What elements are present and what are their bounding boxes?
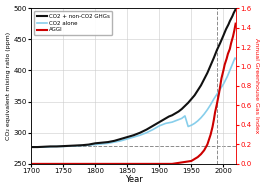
AGGI [229,42,233,44]
AGGI [228,48,231,50]
CO2 + non-CO2 GHGs [235,7,238,9]
CO2 + non-CO2 GHGs [29,146,33,148]
CO2 alone [232,60,235,62]
Line: CO2 alone: CO2 alone [31,58,236,147]
AGGI [211,126,214,128]
AGGI [206,143,209,146]
AGGI [199,153,202,155]
AGGI [219,85,222,87]
AGGI [158,163,161,165]
AGGI [190,160,193,162]
CO2 alone [126,138,129,140]
X-axis label: Year: Year [125,175,143,184]
AGGI [226,53,229,55]
AGGI [217,93,220,95]
CO2 alone [100,143,103,145]
AGGI [142,163,145,165]
Line: AGGI: AGGI [31,24,236,164]
AGGI [202,149,206,151]
AGGI [212,119,215,121]
AGGI [183,161,187,163]
AGGI [220,77,223,79]
CO2 + non-CO2 GHGs [132,134,135,136]
AGGI [231,35,235,37]
AGGI [215,102,219,105]
AGGI [222,69,225,71]
CO2 + non-CO2 GHGs [209,64,212,66]
AGGI [61,163,65,165]
Legend: CO2 + non-CO2 GHGs, CO2 alone, AGGI: CO2 + non-CO2 GHGs, CO2 alone, AGGI [34,11,112,35]
AGGI [225,58,228,60]
AGGI [233,29,236,32]
CO2 alone [132,136,135,138]
AGGI [196,156,199,158]
Y-axis label: CO₂ equivalent mixing ratio (ppm): CO₂ equivalent mixing ratio (ppm) [6,32,11,140]
CO2 alone [235,58,238,60]
AGGI [223,63,226,66]
CO2 + non-CO2 GHGs [233,10,237,12]
CO2 alone [209,104,212,106]
AGGI [126,163,129,165]
AGGI [177,162,180,164]
CO2 + non-CO2 GHGs [199,84,202,86]
AGGI [94,163,97,165]
AGGI [209,134,212,136]
AGGI [193,158,196,160]
AGGI [214,111,217,113]
CO2 alone [199,117,202,119]
CO2 + non-CO2 GHGs [126,136,129,138]
AGGI [29,163,33,165]
CO2 alone [233,57,237,59]
AGGI [234,22,237,25]
Line: CO2 + non-CO2 GHGs: CO2 + non-CO2 GHGs [31,8,236,147]
CO2 alone [29,146,33,148]
Y-axis label: Annual Greenhouse Gas Index: Annual Greenhouse Gas Index [254,38,259,134]
AGGI [170,163,174,165]
CO2 + non-CO2 GHGs [100,142,103,144]
